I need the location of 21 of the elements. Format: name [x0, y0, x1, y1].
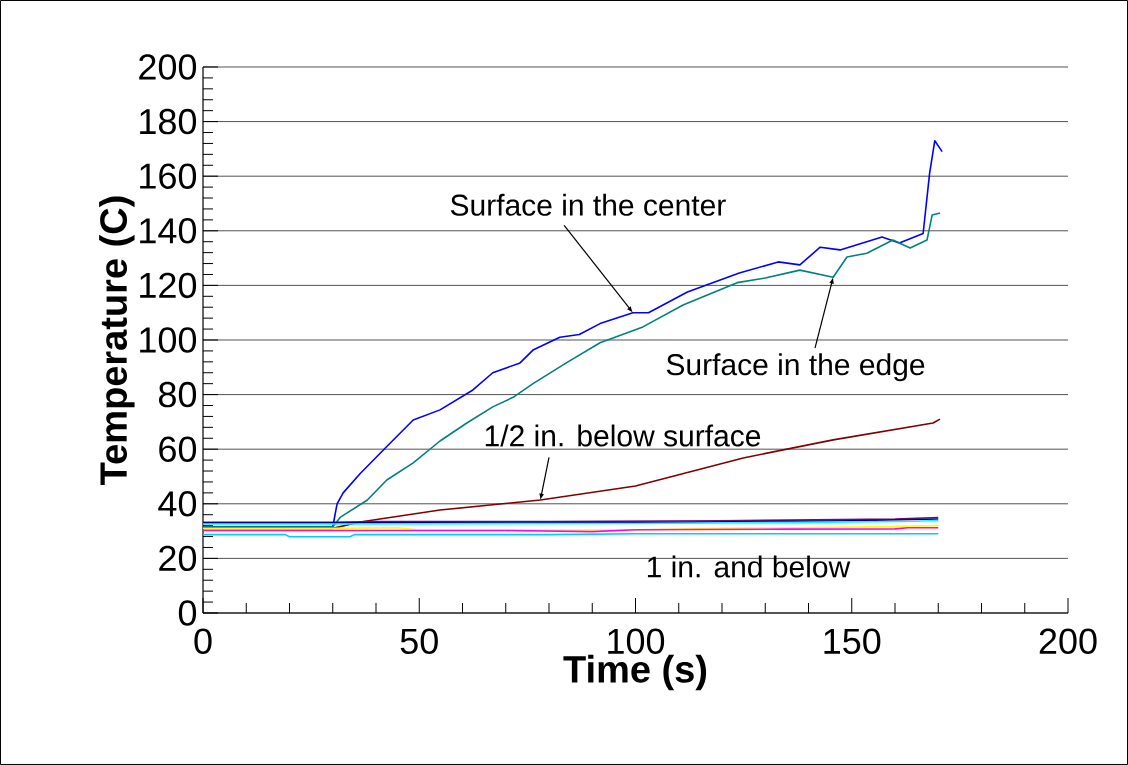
y-tick-label: 200 — [139, 54, 197, 80]
annotation: 1 in. and below — [647, 555, 851, 578]
annotation: Surface in the center — [450, 193, 726, 216]
y-tick-label: 180 — [140, 108, 197, 135]
y-tick-label: 100 — [140, 327, 197, 353]
y-tick-label: 0 — [178, 600, 197, 626]
y-tick-label: 40 — [158, 491, 197, 517]
annotation: 1/2 in. below surface — [485, 424, 761, 447]
y-tick-label: 80 — [159, 381, 197, 408]
x-tick-label: 50 — [400, 628, 438, 654]
annotation: Surface in the edge — [666, 353, 925, 382]
x-tick-label: 100 — [608, 628, 665, 654]
x-axis-title: Time (s) — [563, 654, 707, 691]
y-tick-label: 120 — [140, 272, 197, 299]
y-axis-title: Temperature (C) — [99, 196, 135, 485]
x-tick-label: 200 — [1039, 628, 1097, 654]
y-tick-label: 140 — [140, 218, 197, 244]
y-tick-label: 20 — [159, 545, 197, 572]
x-tick-label: 150 — [824, 628, 881, 654]
y-tick-label: 160 — [140, 163, 197, 189]
y-tick-label: 60 — [159, 436, 197, 462]
